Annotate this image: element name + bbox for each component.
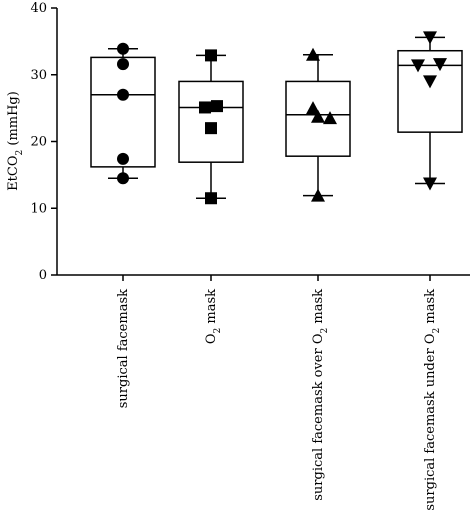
data-point-triangle-up: [306, 101, 320, 115]
x-category-label-sub: 2: [432, 328, 442, 334]
data-point-circle: [117, 42, 129, 55]
y-axis-label-main: EtCO: [6, 156, 21, 191]
data-point-circle: [117, 88, 129, 101]
data-point-square: [205, 49, 217, 62]
data-point-circle: [117, 152, 129, 165]
data-point-triangle-up: [323, 111, 337, 125]
x-category-label: surgical facemask over O2 mask: [311, 289, 330, 501]
x-category-label: O2 mask: [204, 289, 223, 344]
y-tick-label: 0: [39, 268, 47, 283]
data-point-triangle-down: [433, 58, 447, 72]
y-axis-label-unit: (mmHg): [6, 91, 21, 150]
box-series: [397, 31, 463, 191]
y-tick-label: 20: [30, 135, 47, 150]
box-series-group: [90, 31, 463, 205]
x-category-label: surgical facemask under O2 mask: [423, 289, 442, 511]
y-axis-label: EtCO2 (mmHg): [6, 91, 25, 191]
y-tick-label: 30: [30, 68, 47, 83]
x-category-label: surgical facemask: [116, 289, 131, 408]
box-iqr: [397, 49, 463, 133]
box-iqr: [178, 80, 244, 163]
data-point-circle: [117, 58, 129, 71]
data-point-triangle-down: [423, 177, 437, 191]
y-tick-label: 10: [30, 201, 47, 216]
box-series: [90, 42, 156, 185]
box-iqr: [90, 56, 156, 168]
x-category-label-suffix: mask: [423, 289, 438, 328]
box-series: [178, 49, 244, 205]
data-point-triangle-down: [423, 75, 437, 89]
x-category-label-sub: 2: [320, 328, 330, 334]
x-category-label-text: surgical facemask over O: [311, 334, 326, 501]
y-tick-label: 40: [30, 1, 47, 16]
data-point-triangle-down: [411, 59, 425, 73]
x-category-label-suffix: mask: [204, 289, 219, 328]
data-point-triangle-up: [311, 109, 325, 123]
data-point-triangle-up: [306, 47, 320, 61]
x-category-label-text: surgical facemask: [116, 289, 131, 408]
data-point-square: [199, 101, 211, 114]
y-axis-label-sub: 2: [15, 150, 25, 156]
x-category-label-sub: 2: [213, 328, 223, 334]
data-point-triangle-down: [423, 31, 437, 45]
x-category-label-text: O: [204, 334, 219, 345]
data-point-square: [205, 192, 217, 205]
data-point-triangle-up: [311, 188, 325, 202]
x-category-label-suffix: mask: [311, 289, 326, 328]
x-category-label-text: surgical facemask under O: [423, 334, 438, 511]
data-point-square: [211, 100, 223, 113]
data-point-square: [205, 122, 217, 135]
y-axis: 0 10 20 30 40: [30, 1, 58, 283]
box-series: [285, 47, 351, 202]
data-point-circle: [117, 172, 129, 185]
